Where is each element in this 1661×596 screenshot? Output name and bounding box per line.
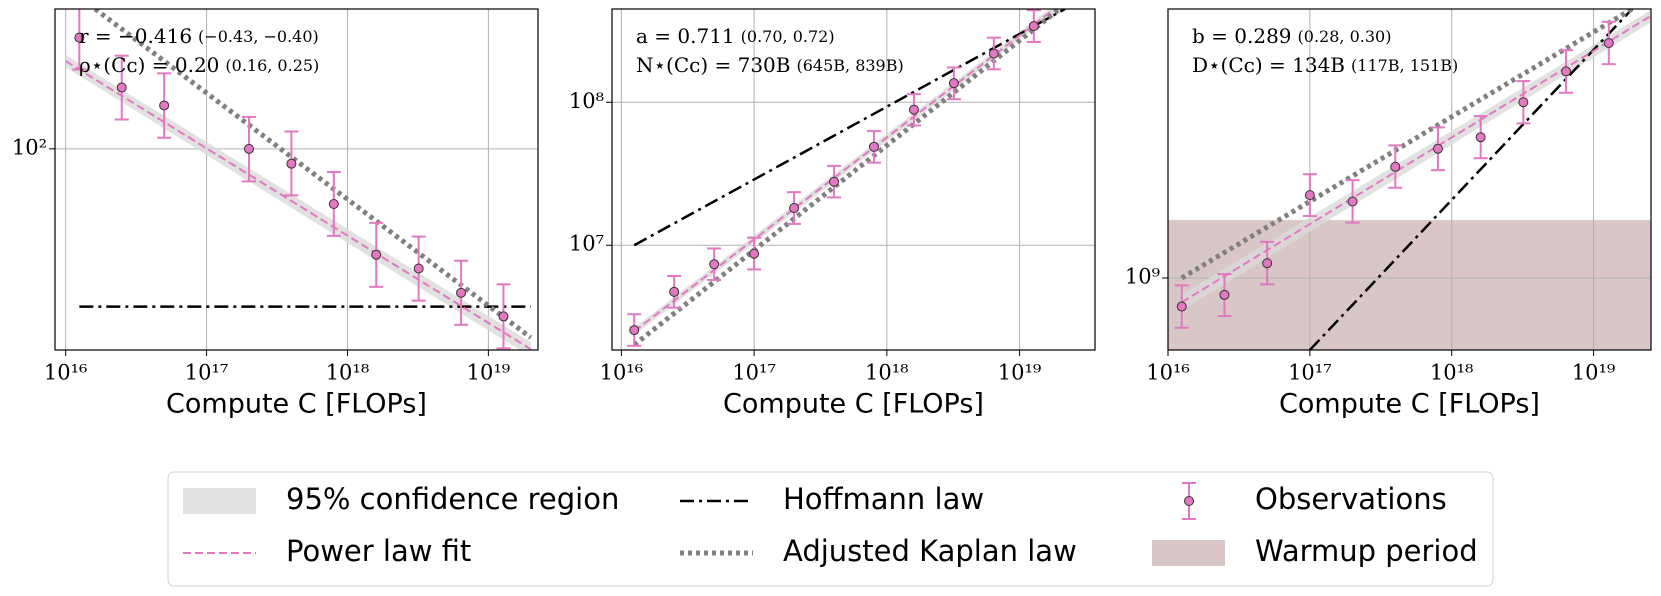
x-axis-label: Compute C [FLOPs]: [166, 389, 427, 420]
observation: [829, 176, 840, 187]
legend-label: 95% confidence region: [286, 482, 619, 516]
x-tick-label: 10¹⁷: [1288, 361, 1332, 385]
annotation-detail: (645B, 839B): [796, 56, 903, 75]
observation: [74, 32, 85, 43]
x-tick-label: 10¹⁷: [185, 361, 229, 385]
observation: [1262, 258, 1273, 269]
axes-frame: [1167, 8, 1652, 351]
observation: [948, 78, 959, 89]
hoffmann-line: [1308, 9, 1634, 350]
x-tick-label: 10¹⁸: [326, 361, 370, 385]
annotation: ρ⋆(Cᴄ) = 0.20 (0.16, 0.25): [79, 53, 319, 77]
observation: [1390, 161, 1401, 172]
fit-line: [1181, 15, 1651, 304]
legend-label: Adjusted Kaplan law: [783, 534, 1077, 568]
annotation-detail: (0.70, 0.72): [741, 27, 835, 46]
observation: [159, 100, 170, 111]
annotation-main: D⋆(Cᴄ) = 134B: [1192, 53, 1345, 77]
annotation-detail: (0.16, 0.25): [225, 56, 319, 75]
observation: [669, 286, 680, 297]
x-tick-label: 10¹⁸: [1430, 361, 1474, 385]
observation: [371, 249, 382, 260]
observation: [498, 311, 509, 322]
observation: [413, 263, 424, 274]
axes-frame: [54, 8, 539, 351]
confidence-band: [1181, 10, 1651, 311]
annotation: N⋆(Cᴄ) = 730B (645B, 839B): [636, 53, 904, 77]
observation: [1518, 97, 1529, 108]
axes-frame: [611, 8, 1096, 351]
observation: [328, 199, 339, 210]
annotation-main: a = 0.711: [636, 24, 735, 48]
plot-area: [612, 9, 1095, 350]
legend-label: Warmup period: [1255, 534, 1478, 568]
legend-label: Observations: [1255, 482, 1447, 516]
x-tick-label: 10¹⁷: [732, 361, 776, 385]
annotation: a = 0.711 (0.70, 0.72): [636, 24, 835, 48]
observation: [1219, 289, 1230, 300]
annotation: r = −0.416 (−0.43, −0.40): [79, 24, 319, 48]
kaplan-line: [93, 9, 533, 340]
warmup-region: [1168, 220, 1651, 350]
observation: [709, 259, 720, 270]
kaplan-line: [632, 9, 1062, 347]
annotation-main: N⋆(Cᴄ) = 730B: [636, 53, 790, 77]
y-tick-label: 10⁸: [569, 89, 604, 113]
legend-label: Hoffmann law: [783, 482, 984, 516]
y-tick-label: 10²: [12, 135, 47, 159]
plot-area: [1168, 9, 1651, 350]
annotation-detail: (117B, 151B): [1351, 56, 1458, 75]
x-axis-label: Compute C [FLOPs]: [723, 389, 984, 420]
annotation-detail: (0.28, 0.30): [1298, 27, 1392, 46]
observation: [1304, 190, 1315, 201]
x-axis-label: Compute C [FLOPs]: [1279, 389, 1540, 420]
observation: [1603, 38, 1614, 49]
plot-area: [55, 9, 538, 350]
x-tick-label: 10¹⁶: [1146, 361, 1190, 385]
observation: [789, 203, 800, 214]
x-tick-label: 10¹⁹: [467, 361, 511, 385]
x-tick-label: 10¹⁹: [1572, 361, 1616, 385]
annotation-main: ρ⋆(Cᴄ) = 0.20: [79, 53, 219, 77]
observation: [456, 287, 467, 298]
legend-swatch: [183, 488, 256, 514]
annotation: D⋆(Cᴄ) = 134B (117B, 151B): [1192, 53, 1458, 77]
x-tick-label: 10¹⁶: [44, 361, 88, 385]
fit-line: [633, 9, 1056, 333]
observation: [1432, 143, 1443, 154]
legend-swatch: [1184, 496, 1194, 506]
x-tick-label: 10¹⁹: [998, 361, 1042, 385]
observation: [1561, 66, 1572, 77]
y-tick-label: 10⁹: [1125, 264, 1160, 288]
observation: [1028, 21, 1039, 32]
annotation-detail: (−0.43, −0.40): [198, 27, 319, 46]
observation: [749, 248, 760, 259]
x-tick-label: 10¹⁶: [600, 361, 644, 385]
observation: [116, 82, 127, 93]
observation: [1475, 132, 1486, 143]
fit-line: [65, 60, 532, 350]
observation: [868, 141, 879, 152]
annotation-main: r = −0.416: [79, 24, 192, 48]
observation: [629, 325, 640, 336]
x-tick-label: 10¹⁸: [865, 361, 909, 385]
observation: [1347, 196, 1358, 207]
annotation-main: b = 0.289: [1192, 24, 1292, 48]
legend-label: Power law fit: [286, 534, 471, 568]
observation: [286, 158, 297, 169]
observation: [908, 104, 919, 115]
observation: [1176, 301, 1187, 312]
annotation: b = 0.289 (0.28, 0.30): [1192, 24, 1391, 48]
legend-swatch: [1152, 540, 1225, 566]
observation: [988, 48, 999, 59]
observation: [243, 143, 254, 154]
y-tick-label: 10⁷: [569, 232, 604, 256]
